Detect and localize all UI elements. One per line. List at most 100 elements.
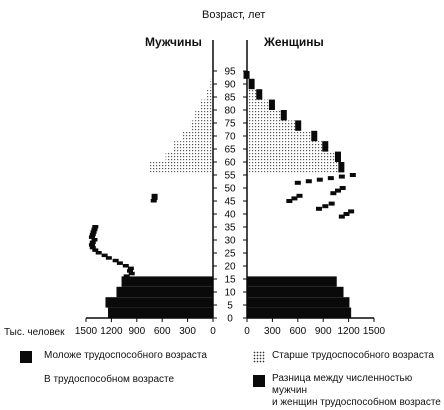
men-working-edge-mark-9: [95, 251, 102, 255]
difference-mark-4-2: [348, 209, 355, 214]
age-tick-label-9: 45: [224, 197, 236, 208]
women-bar-old-9: [247, 110, 287, 121]
women-bar-old-8: [247, 120, 302, 131]
men-bar-old-9: [195, 110, 213, 121]
legend-label-working: В трудоспособном возрасте: [44, 374, 175, 385]
men-working-edge-mark-12: [88, 243, 95, 247]
x-unit-label: Тыс. человек: [4, 327, 65, 338]
legend-label-difference: Разница между численностью мужчин и женщ…: [272, 373, 441, 408]
age-tick-label-12: 60: [224, 158, 236, 169]
men-working-edge-mark-4: [122, 264, 129, 268]
men-working-edge-mark-16: [89, 232, 96, 237]
difference-mark-0-3: [327, 176, 334, 181]
men-x-tick-label-2: 600: [154, 326, 171, 337]
men-bar-old-4: [148, 162, 213, 173]
difference-mark-1-1: [335, 188, 342, 193]
difference-mark-0-0: [294, 180, 301, 185]
men-bar-old-5: [165, 151, 213, 162]
men-working-edge-mark-13: [89, 240, 96, 245]
women-x-tick-label-1: 300: [264, 326, 281, 337]
age-tick-label-10: 50: [224, 184, 236, 195]
women-bar-young-0: [247, 307, 352, 318]
difference-mark-0-4: [338, 174, 345, 179]
men-working-edge-mark-14: [91, 238, 98, 242]
women-x-tick-label-0: 0: [244, 326, 250, 337]
age-tick-label-7: 35: [224, 223, 236, 234]
age-tick-label-1: 5: [227, 301, 233, 312]
women-bar-old-11: [247, 89, 263, 100]
women-bar-edge-6: [322, 141, 329, 152]
women-bar-old-5: [247, 151, 341, 162]
women-bar-old-7: [247, 130, 318, 142]
men-bar-old-10: [200, 99, 213, 110]
men-bar-old-11: [207, 89, 213, 100]
difference-mark-2-1: [291, 196, 298, 201]
age-tick-label-14: 70: [224, 132, 236, 143]
age-tick-label-3: 15: [224, 275, 236, 286]
men-working-edge-mark-11: [89, 245, 96, 250]
women-bar-edge-9: [280, 110, 287, 121]
difference-mark-3-2: [328, 201, 335, 206]
age-tick-label-6: 30: [224, 236, 236, 247]
women-bar-young-1: [247, 297, 350, 308]
men-x-tick-label-4: 1200: [100, 326, 123, 337]
age-tick-label-18: 90: [224, 80, 236, 91]
women-bar-edge-12: [248, 78, 255, 90]
difference-mark-4-0: [338, 214, 345, 219]
men-working-edge-mark-2: [127, 269, 134, 273]
women-x-tick-label-4: 1200: [337, 326, 360, 337]
men-working-edge-mark-17: [90, 230, 97, 234]
difference-mark-0-2: [316, 177, 323, 182]
women-bar-edge-4: [338, 162, 345, 173]
women-bar-old-10: [247, 99, 275, 110]
difference-mark-1-2: [339, 186, 346, 190]
men-working-edge-mark-20: [150, 199, 157, 203]
men-bar-young-1: [105, 297, 213, 308]
women-bar-old-4: [247, 162, 345, 173]
men-x-tick-label-3: 900: [128, 326, 145, 337]
men-bar-old-6: [174, 141, 213, 152]
men-working-edge-mark-0: [123, 274, 130, 278]
age-tick-label-15: 75: [224, 119, 236, 130]
women-bar-old-6: [247, 141, 329, 152]
women-bar-edge-7: [311, 130, 318, 142]
men-bar-young-3: [121, 276, 213, 287]
men-bar-old-7: [182, 130, 213, 142]
women-bar-young-3: [247, 276, 337, 287]
age-tick-label-8: 40: [224, 210, 236, 221]
men-working-edge-mark-3: [127, 266, 134, 271]
men-working-edge-mark-21: [151, 196, 158, 200]
age-tick-label-4: 20: [224, 262, 236, 273]
men-working-edge-mark-7: [105, 256, 112, 260]
difference-mark-0-5: [349, 173, 356, 177]
men-bar-old-12: [210, 78, 213, 90]
women-bar-edge-5: [334, 151, 341, 162]
legend-swatch-old: [253, 351, 265, 363]
difference-mark-4-1: [343, 212, 350, 216]
women-x-tick-label-2: 600: [289, 326, 306, 337]
women-bar-edge-11: [256, 89, 263, 100]
difference-mark-0-1: [305, 179, 312, 184]
difference-mark-3-1: [322, 204, 329, 209]
age-tick-label-19: 95: [224, 67, 236, 78]
men-x-tick-label-5: 1500: [75, 326, 98, 337]
men-title: Мужчины: [145, 35, 202, 49]
difference-mark-2-0: [286, 199, 293, 203]
difference-mark-2-2: [296, 193, 303, 198]
men-working-edge-mark-10: [92, 248, 99, 252]
age-tick-label-5: 25: [224, 249, 236, 260]
legend-swatch-difference: [253, 375, 265, 387]
legend-label-old: Старше трудоспособного возраста: [272, 350, 434, 361]
y-axis-title: Возраст, лет: [202, 9, 266, 21]
men-working-edge-mark-1: [128, 271, 135, 276]
men-working-edge-mark-22: [151, 193, 158, 198]
men-x-tick-label-1: 300: [179, 326, 196, 337]
men-working-edge-mark-19: [92, 225, 99, 229]
women-bar-edge-8: [295, 120, 302, 131]
difference-mark-1-0: [330, 191, 337, 196]
age-tick-label-13: 65: [224, 145, 236, 156]
men-bar-young-2: [116, 286, 213, 298]
women-x-tick-label-5: 1500: [363, 326, 386, 337]
men-working-edge-mark-6: [112, 258, 119, 263]
age-tick-label-16: 80: [224, 106, 236, 117]
